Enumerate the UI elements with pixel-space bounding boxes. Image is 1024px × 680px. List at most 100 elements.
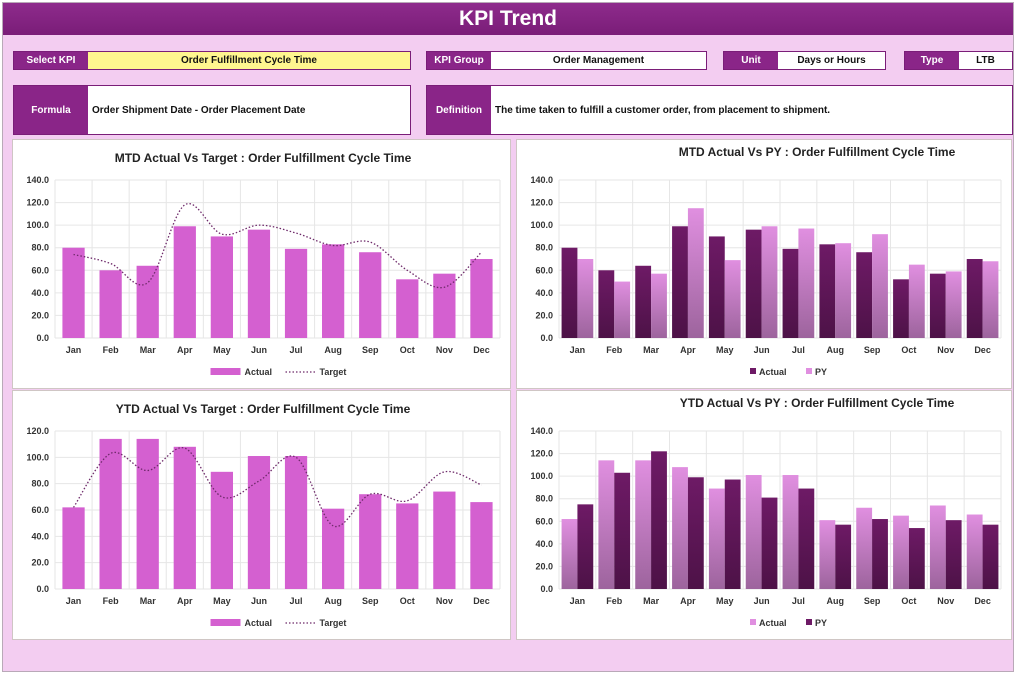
bar-actual bbox=[708, 236, 725, 338]
bar-actual bbox=[99, 438, 122, 589]
y-tick-label: 20.0 bbox=[31, 310, 49, 320]
x-tick-label: Jul bbox=[792, 596, 805, 606]
bar-actual bbox=[708, 488, 725, 589]
bar-py bbox=[651, 273, 667, 338]
x-tick-label: Nov bbox=[937, 596, 954, 606]
legend-label-target: Target bbox=[320, 367, 347, 377]
legend-swatch-actual bbox=[210, 368, 241, 375]
kpi-group-label: KPI Group bbox=[427, 52, 491, 69]
x-tick-label: Jan bbox=[66, 345, 82, 355]
x-tick-label: Mar bbox=[140, 596, 157, 606]
x-tick-label: Feb bbox=[606, 345, 623, 355]
bar-py bbox=[614, 281, 631, 338]
y-tick-label: 0.0 bbox=[36, 333, 49, 343]
y-tick-label: 40.0 bbox=[535, 539, 553, 549]
y-tick-label: 80.0 bbox=[535, 243, 553, 253]
y-tick-label: 40.0 bbox=[31, 288, 49, 298]
y-tick-label: 100.0 bbox=[26, 452, 49, 462]
bar-actual bbox=[359, 252, 382, 338]
chart-title: MTD Actual Vs PY : Order Fulfillment Cyc… bbox=[679, 145, 956, 159]
x-tick-label: Dec bbox=[473, 596, 490, 606]
x-tick-label: Oct bbox=[400, 596, 415, 606]
x-tick-label: Apr bbox=[177, 596, 193, 606]
bar-actual bbox=[173, 226, 196, 338]
y-tick-label: 120.0 bbox=[530, 449, 553, 459]
bar-actual bbox=[856, 507, 873, 589]
x-tick-label: Jun bbox=[251, 345, 267, 355]
bar-actual bbox=[136, 265, 159, 338]
bar-actual bbox=[470, 502, 493, 589]
chart-svg: YTD Actual Vs Target : Order Fulfillment… bbox=[26, 402, 501, 628]
bar-actual bbox=[359, 494, 382, 589]
unit-value: Days or Hours bbox=[797, 55, 866, 66]
definition-label: Definition bbox=[427, 86, 491, 134]
select-kpi-label: Select KPI bbox=[14, 52, 88, 69]
y-tick-label: 0.0 bbox=[36, 584, 49, 594]
bar-py bbox=[724, 260, 741, 338]
x-tick-label: Oct bbox=[901, 345, 916, 355]
chart-svg: MTD Actual Vs Target : Order Fulfillment… bbox=[26, 151, 501, 377]
bar-py bbox=[761, 497, 778, 589]
bar-py bbox=[798, 488, 815, 589]
bar-actual bbox=[782, 475, 799, 589]
bar-py bbox=[945, 271, 962, 338]
chart-title: YTD Actual Vs PY : Order Fulfillment Cyc… bbox=[680, 396, 955, 410]
bar-actual bbox=[819, 520, 836, 589]
bar-actual bbox=[856, 252, 873, 338]
x-tick-label: Dec bbox=[974, 596, 991, 606]
x-tick-label: Mar bbox=[643, 345, 660, 355]
y-tick-label: 60.0 bbox=[31, 505, 49, 515]
legend-swatch-py bbox=[806, 619, 812, 625]
bar-actual bbox=[966, 259, 983, 338]
line-target bbox=[73, 202, 482, 289]
x-tick-label: Nov bbox=[436, 345, 453, 355]
bar-actual bbox=[210, 236, 233, 338]
x-tick-label: Apr bbox=[177, 345, 193, 355]
bar-actual bbox=[99, 270, 122, 338]
bar-actual bbox=[929, 273, 946, 338]
definition-field: Definition The time taken to fulfill a c… bbox=[426, 85, 1013, 135]
bar-actual bbox=[672, 226, 688, 338]
bar-py bbox=[908, 264, 925, 338]
formula-label: Formula bbox=[14, 86, 88, 134]
x-tick-label: Jan bbox=[66, 596, 82, 606]
x-tick-label: Jan bbox=[570, 345, 586, 355]
bar-actual bbox=[893, 279, 909, 338]
bar-actual bbox=[136, 438, 159, 589]
bar-py bbox=[982, 261, 999, 338]
y-tick-label: 80.0 bbox=[535, 494, 553, 504]
bar-actual bbox=[966, 514, 983, 589]
y-tick-label: 140.0 bbox=[26, 175, 49, 185]
select-kpi-field: Select KPI Order Fulfillment Cycle Time bbox=[13, 51, 411, 70]
bar-actual bbox=[745, 229, 762, 338]
y-tick-label: 100.0 bbox=[530, 220, 553, 230]
x-tick-label: May bbox=[716, 596, 734, 606]
chart-title: YTD Actual Vs Target : Order Fulfillment… bbox=[116, 402, 411, 416]
bar-actual bbox=[598, 460, 615, 589]
legend-swatch-actual bbox=[750, 368, 756, 374]
x-tick-label: Oct bbox=[901, 596, 916, 606]
bar-actual bbox=[635, 460, 652, 589]
legend-label-target: Target bbox=[320, 618, 347, 628]
ytd-actual-vs-py-chart: YTD Actual Vs PY : Order Fulfillment Cyc… bbox=[516, 390, 1012, 640]
legend-swatch-actual bbox=[750, 619, 756, 625]
bar-actual bbox=[819, 244, 836, 338]
mtd-actual-vs-target-chart: MTD Actual Vs Target : Order Fulfillment… bbox=[12, 139, 511, 389]
bar-actual bbox=[598, 270, 615, 338]
x-tick-label: Dec bbox=[473, 345, 490, 355]
x-tick-label: Sep bbox=[864, 596, 881, 606]
legend-swatch-py bbox=[806, 368, 812, 374]
bar-actual bbox=[433, 491, 456, 589]
bar-py bbox=[872, 234, 888, 338]
select-kpi-dropdown[interactable]: Order Fulfillment Cycle Time bbox=[88, 52, 410, 69]
bar-actual bbox=[745, 475, 762, 589]
bar-actual bbox=[635, 265, 652, 338]
y-tick-label: 20.0 bbox=[535, 310, 553, 320]
y-tick-label: 120.0 bbox=[26, 426, 49, 436]
x-tick-label: May bbox=[213, 596, 231, 606]
kpi-group-field: KPI Group Order Management bbox=[426, 51, 707, 70]
kpi-trend-sheet: KPI Trend Select KPI Order Fulfillment C… bbox=[2, 2, 1014, 672]
unit-field: Unit Days or Hours bbox=[723, 51, 886, 70]
y-tick-label: 0.0 bbox=[540, 584, 553, 594]
bar-actual bbox=[322, 508, 345, 589]
